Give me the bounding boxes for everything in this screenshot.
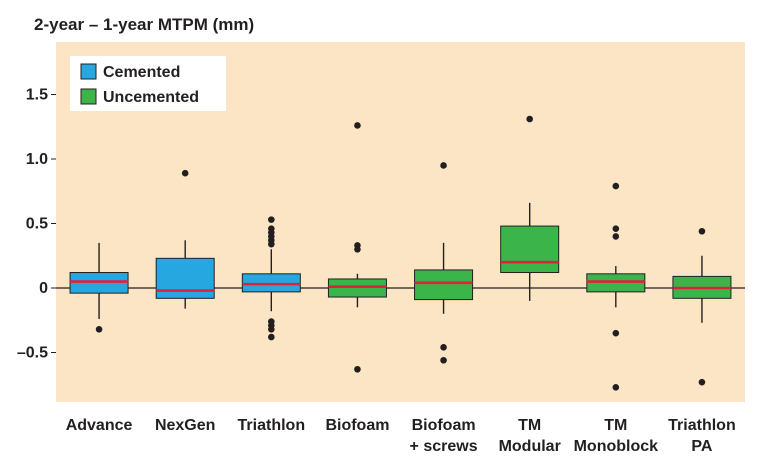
chart-title: 2-year – 1-year MTPM (mm) (34, 15, 254, 34)
outlier-point (440, 162, 447, 169)
outlier-point (354, 246, 361, 253)
y-tick-label: 0.5 (26, 216, 48, 233)
outlier-point (440, 344, 447, 351)
box-body (414, 269, 474, 301)
legend-label-cemented: Cemented (103, 64, 180, 81)
y-tick-label: 1.0 (26, 151, 48, 168)
outlier-point (612, 329, 620, 337)
outlier-point (440, 356, 447, 364)
outlier-point (268, 240, 275, 248)
x-axis-labels: Advance NexGen Triathlon Biofoam Biofoam + sc… (66, 417, 736, 455)
box-body (155, 257, 215, 299)
x-tick-label: Biofoam (412, 417, 476, 434)
y-tick-label: –0.5 (17, 345, 48, 362)
legend-label-uncemented: Uncemented (103, 89, 199, 106)
legend-swatch-cemented (80, 63, 97, 80)
legend-swatch-uncemented (80, 88, 97, 105)
boxes-layer (69, 115, 732, 391)
x-tick-label: Biofoam (325, 417, 389, 434)
outlier-point (612, 182, 620, 190)
box-biofoam (327, 122, 387, 373)
outlier-point (698, 227, 706, 235)
box-tm-modular (500, 115, 560, 301)
outlier-point (612, 384, 620, 391)
outlier-point (698, 378, 706, 386)
x-tick-label: Modular (499, 438, 561, 452)
outlier-point (181, 169, 189, 177)
x-tick-label: NexGen (155, 417, 215, 434)
y-tick-label: 0 (39, 280, 48, 297)
x-tick-label: PA (691, 438, 712, 452)
x-tick-label: Monoblock (574, 438, 659, 452)
x-tick-label: Triathlon (238, 417, 306, 434)
box-biofoam-screws (414, 162, 474, 364)
outlier-point (268, 216, 275, 223)
x-tick-label: + screws (410, 438, 478, 452)
legend: Cemented Uncemented (70, 56, 226, 111)
box-body (500, 225, 560, 274)
box-advance (69, 242, 129, 333)
box-tm-monoblock (586, 182, 646, 391)
outlier-point (612, 233, 620, 240)
outlier-point (354, 365, 361, 373)
box-nexgen (155, 169, 215, 309)
x-tick-label: TM (518, 417, 541, 434)
outlier-point (526, 115, 533, 123)
x-tick-label: Triathlon (668, 417, 736, 434)
x-tick-label: Advance (66, 417, 133, 434)
y-axis: 1.5 1.0 0.5 0 –0.5 (17, 87, 56, 362)
y-tick-label: 1.5 (26, 87, 48, 104)
outlier-point (354, 122, 361, 129)
outlier-point (612, 225, 620, 232)
box-triathlon-pa (672, 227, 732, 386)
outlier-point (268, 325, 275, 333)
x-tick-label: TM (604, 417, 627, 434)
outlier-point (268, 333, 275, 341)
box-triathlon (241, 216, 301, 341)
outlier-point (95, 325, 103, 333)
